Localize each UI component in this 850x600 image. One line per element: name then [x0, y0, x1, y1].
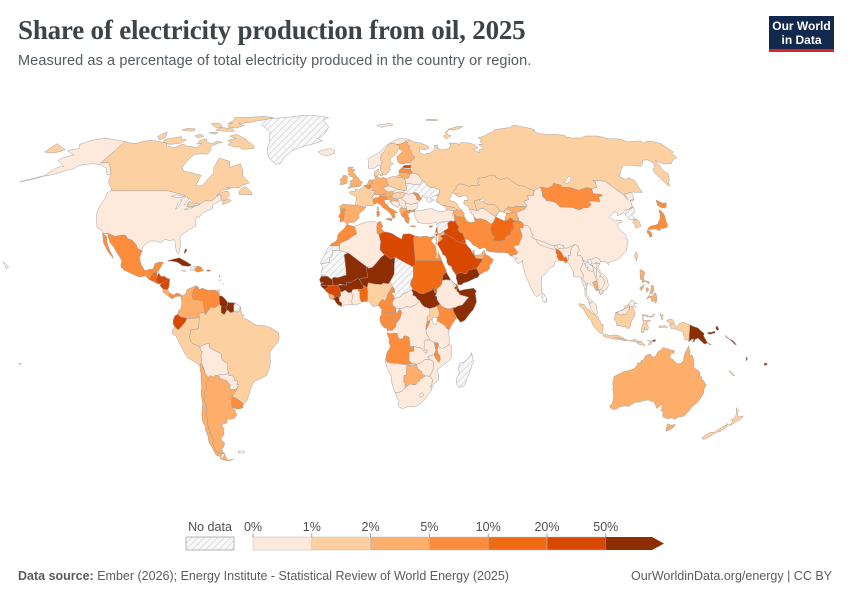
svg-text:No data: No data: [188, 520, 232, 534]
svg-text:50%: 50%: [593, 520, 618, 534]
svg-text:0%: 0%: [244, 520, 262, 534]
svg-text:10%: 10%: [476, 520, 501, 534]
svg-text:2%: 2%: [362, 520, 380, 534]
svg-text:1%: 1%: [303, 520, 321, 534]
svg-text:5%: 5%: [420, 520, 438, 534]
svg-text:20%: 20%: [534, 520, 559, 534]
